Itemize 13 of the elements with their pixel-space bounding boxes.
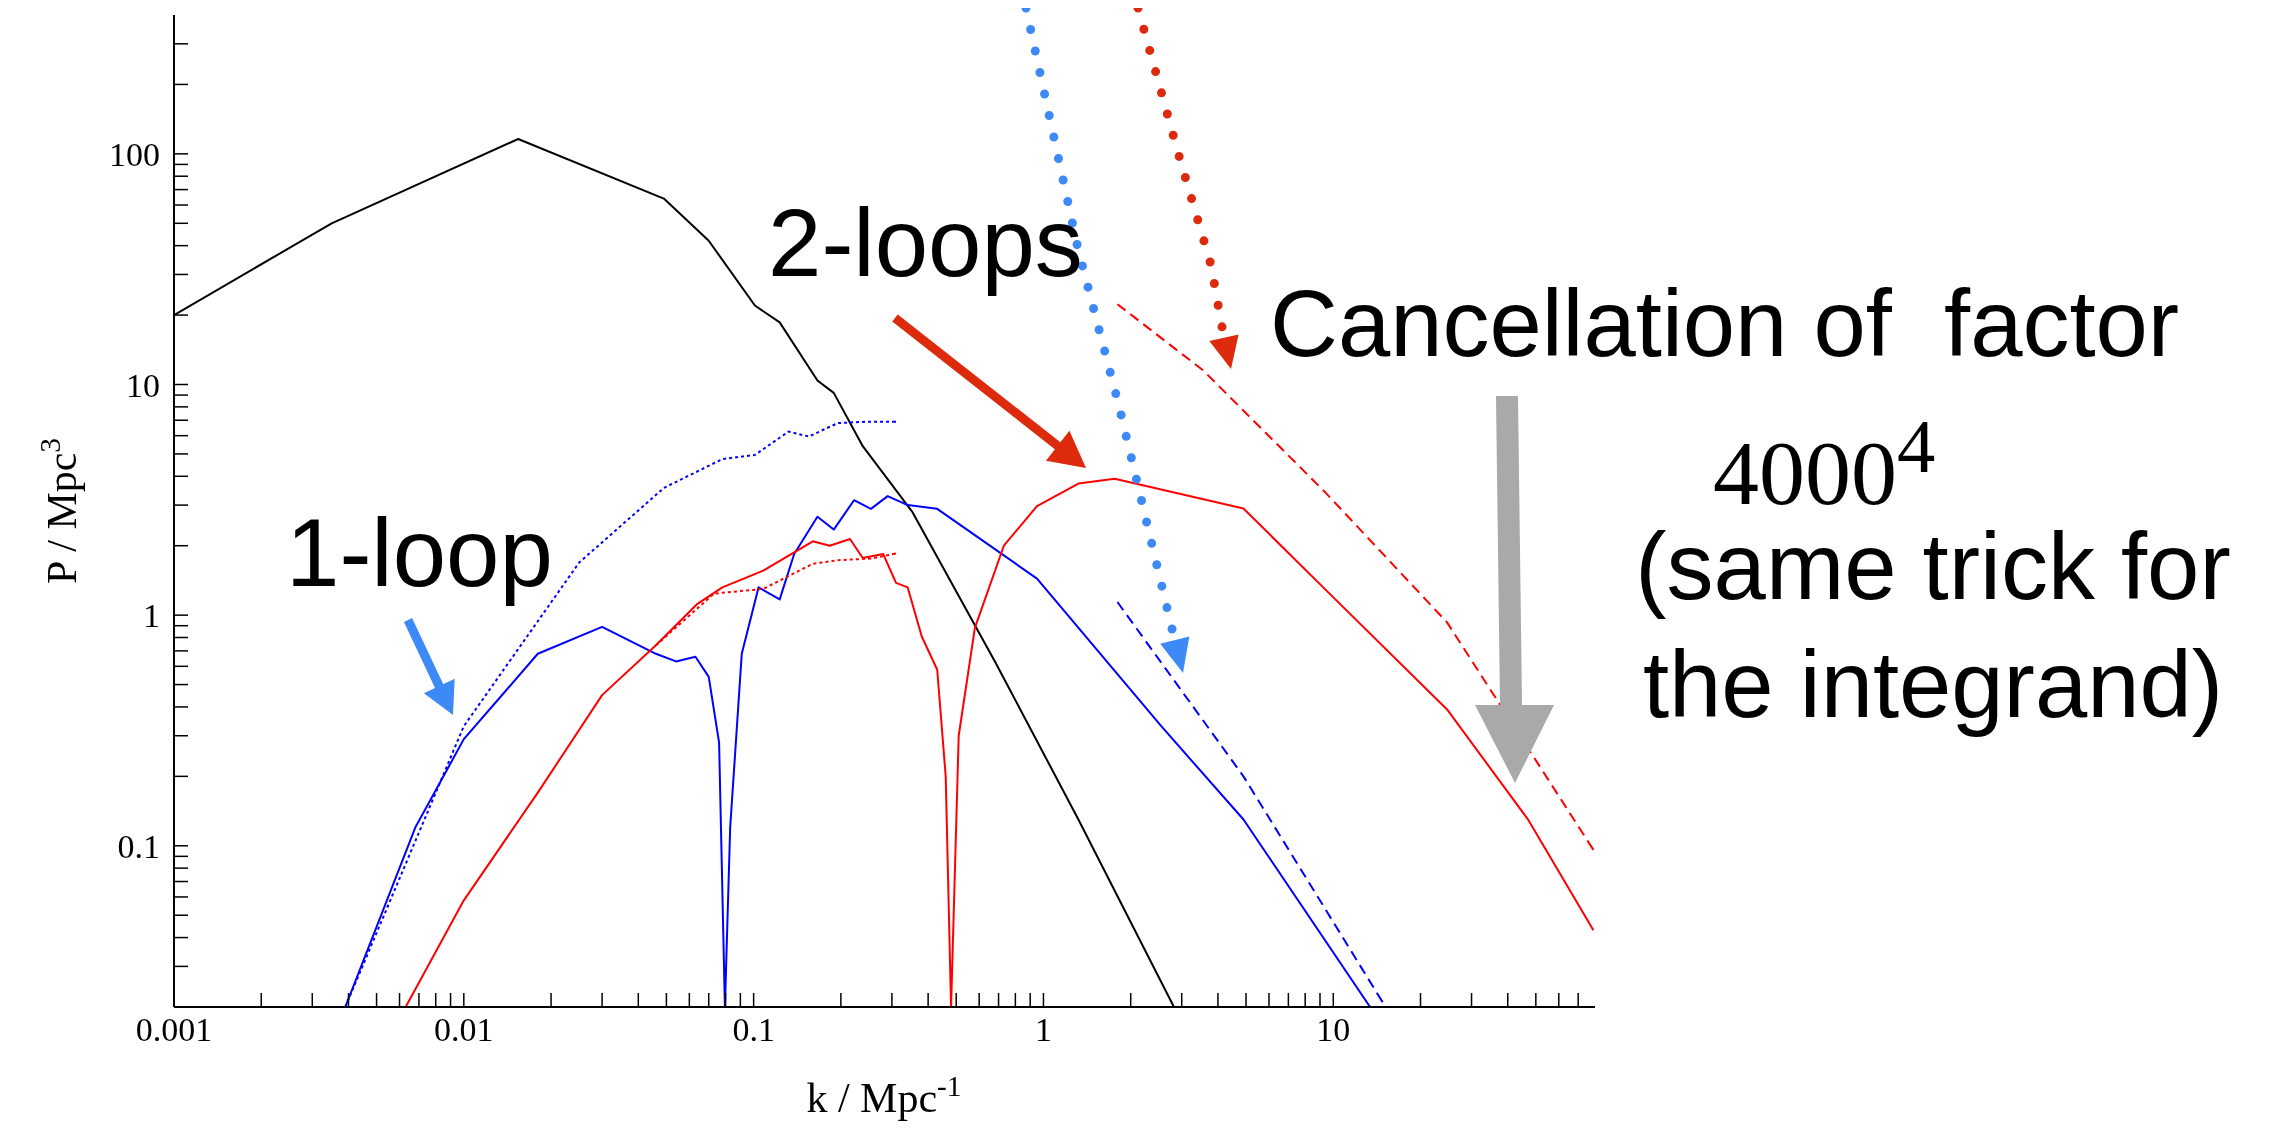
y-tick-label: 10 (126, 366, 160, 404)
y-tick-label: 0.1 (117, 827, 160, 865)
x-tick-label: 0.001 (135, 1011, 213, 1049)
x-tick-label: 0.1 (732, 1011, 775, 1049)
x-tick-label: 0.01 (434, 1011, 494, 1049)
annotation: 1-loop (286, 498, 554, 608)
annotation: Cancellation of factor (1270, 270, 2181, 378)
annotation: 2-loops (768, 188, 1084, 298)
x-tick-label: 1 (1034, 1011, 1052, 1049)
y-tick-label: 100 (109, 135, 160, 173)
x-axis-title: k / Mpc$^{-1}$ (806, 1070, 962, 1121)
x-tick-label: 10 (1316, 1011, 1351, 1049)
y-tick-label: 1 (143, 597, 160, 635)
